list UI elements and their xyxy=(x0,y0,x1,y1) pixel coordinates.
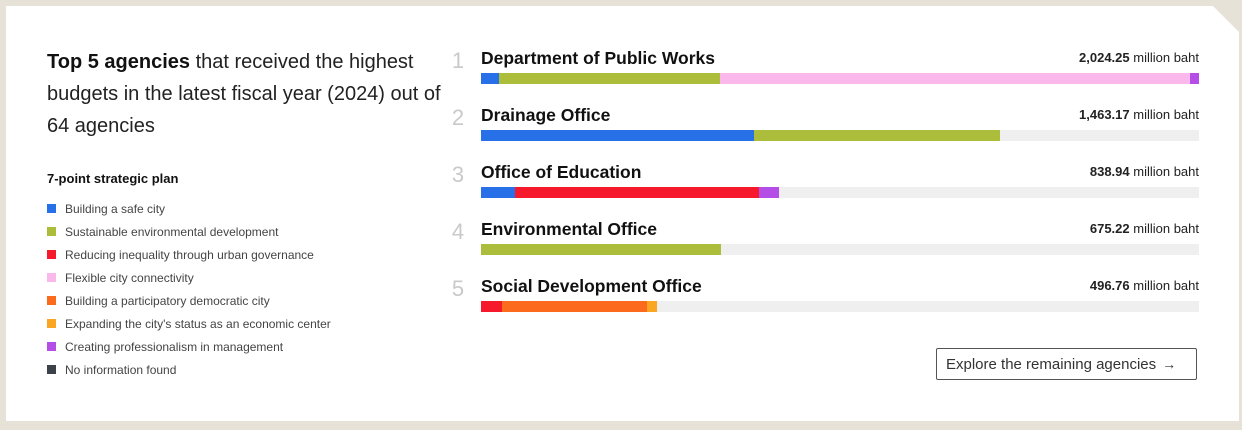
legend-swatch xyxy=(47,342,56,351)
agency-bars: 1 Department of Public Works 2,024.25 mill… xyxy=(446,46,1206,331)
budget-unit: million baht xyxy=(1129,50,1199,65)
legend-label: Reducing inequality through urban govern… xyxy=(65,247,314,262)
budget-bar-segment xyxy=(481,301,503,312)
budget-amount: 1,463.17 million baht xyxy=(1079,107,1199,122)
headline-strong: Top 5 agencies xyxy=(47,51,191,73)
budget-bar-segment xyxy=(481,187,515,198)
headline-rest: that received the highest budgets in the… xyxy=(47,51,441,137)
rank-number: 2 xyxy=(451,105,465,130)
explore-label: Explore the remaining agencies xyxy=(946,355,1157,373)
budget-bar-segment xyxy=(502,301,647,312)
agency-name: Environmental Office xyxy=(481,219,658,239)
legend-item: Flexible city connectivity xyxy=(47,266,331,289)
legend: Building a safe city Sustainable environm… xyxy=(47,197,331,381)
legend-label: Expanding the city's status as an econom… xyxy=(65,316,331,331)
page-fold-corner xyxy=(1213,6,1239,32)
budget-value: 496.76 xyxy=(1089,278,1130,293)
budget-bar-segment xyxy=(481,244,721,255)
budget-bar-segment xyxy=(754,130,1000,141)
legend-label: Building a safe city xyxy=(65,201,166,216)
legend-swatch xyxy=(47,227,56,236)
legend-item: Building a participatory democratic city xyxy=(47,289,331,312)
rank-number: 5 xyxy=(451,276,465,301)
legend-label: Flexible city connectivity xyxy=(65,270,194,285)
legend-swatch xyxy=(47,296,56,305)
legend-item: Reducing inequality through urban govern… xyxy=(47,243,331,266)
legend-label: Creating professionalism in management xyxy=(65,339,284,354)
budget-amount: 675.22 million baht xyxy=(1090,221,1199,236)
legend-swatch xyxy=(47,250,56,259)
budget-amount: 496.76 million baht xyxy=(1090,278,1199,293)
budget-value: 1,463.17 xyxy=(1079,107,1130,122)
legend-item: No information found xyxy=(47,358,331,381)
legend-swatch xyxy=(47,273,56,282)
budget-bar-segment xyxy=(759,187,779,198)
legend-label: Sustainable environmental development xyxy=(65,224,279,239)
agency-name: Social Development Office xyxy=(481,276,702,296)
agency-name: Office of Education xyxy=(481,162,642,182)
legend-label: No information found xyxy=(65,362,177,377)
agency-row: 4 Environmental Office 675.22 million baht xyxy=(446,217,1206,274)
agency-name: Department of Public Works xyxy=(481,48,716,68)
legend-item: Creating professionalism in management xyxy=(47,335,331,358)
legend-swatch xyxy=(47,365,56,374)
legend-swatch xyxy=(47,319,56,328)
budget-unit: million baht xyxy=(1129,164,1199,179)
agency-name: Drainage Office xyxy=(481,105,611,125)
budget-unit: million baht xyxy=(1129,107,1199,122)
budget-amount: 838.94 million baht xyxy=(1090,164,1199,179)
budget-unit: million baht xyxy=(1129,278,1199,293)
budget-bar-track xyxy=(481,187,1199,198)
budget-card: Top 5 agencies that received the highest… xyxy=(6,6,1239,421)
legend-label: Building a participatory democratic city xyxy=(65,293,270,308)
agency-row: 3 Office of Education 838.94 million baht xyxy=(446,160,1206,217)
budget-bar-track xyxy=(481,130,1199,141)
budget-bar-segment xyxy=(498,73,721,84)
legend-item: Sustainable environmental development xyxy=(47,220,331,243)
budget-bar-segment xyxy=(481,130,755,141)
legend-swatch xyxy=(47,204,56,213)
budget-bar-track xyxy=(481,301,1199,312)
legend-item: Building a safe city xyxy=(47,197,331,220)
budget-bar-track xyxy=(481,244,1199,255)
agency-row: 5 Social Development Office 496.76 million… xyxy=(446,274,1206,331)
rank-number: 3 xyxy=(451,162,465,187)
budget-amount: 2,024.25 million baht xyxy=(1079,50,1199,65)
explore-remaining-button[interactable]: Explore the remaining agencies → xyxy=(936,348,1197,380)
budget-value: 675.22 xyxy=(1089,221,1130,236)
budget-bar-segment xyxy=(514,187,760,198)
budget-bar-segment xyxy=(646,301,658,312)
budget-bar-track xyxy=(481,73,1199,84)
agency-row: 1 Department of Public Works 2,024.25 mill… xyxy=(446,46,1206,103)
rank-number: 1 xyxy=(451,48,465,73)
arrow-right-icon: → xyxy=(1162,356,1177,372)
budget-value: 838.94 xyxy=(1089,164,1130,179)
agency-row: 2 Drainage Office 1,463.17 million baht xyxy=(446,103,1206,160)
budget-bar-segment xyxy=(481,73,499,84)
headline: Top 5 agencies that received the highest… xyxy=(47,46,452,142)
budget-unit: million baht xyxy=(1129,221,1199,236)
budget-bar-segment xyxy=(1190,73,1199,84)
budget-bar-segment xyxy=(720,73,1191,84)
legend-title: 7-point strategic plan xyxy=(47,171,179,186)
legend-item: Expanding the city's status as an econom… xyxy=(47,312,331,335)
budget-value: 2,024.25 xyxy=(1079,50,1130,65)
rank-number: 4 xyxy=(451,219,465,244)
